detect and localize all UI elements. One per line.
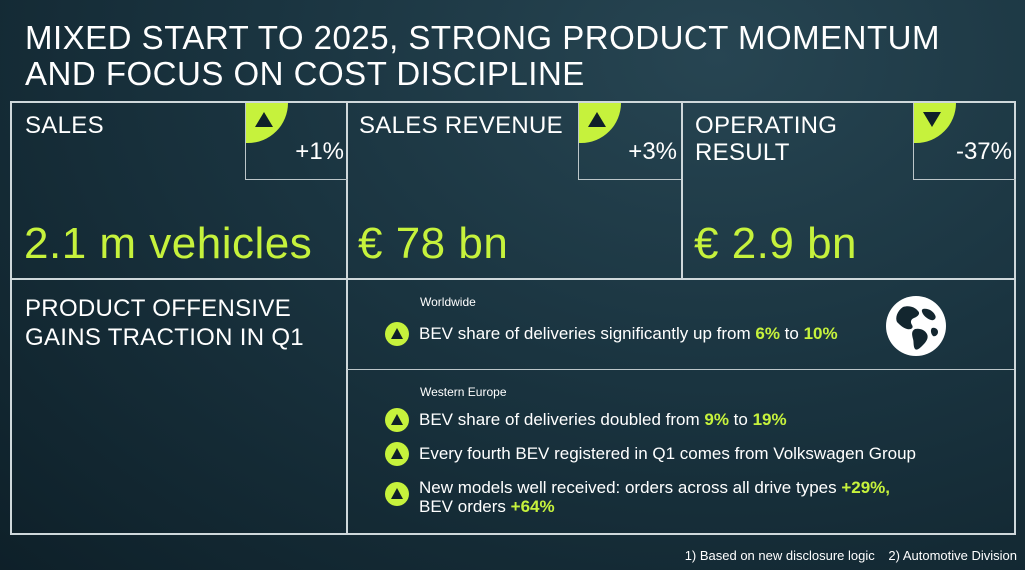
kpi-label: SALES REVENUE bbox=[359, 112, 563, 139]
kpi-divider-1 bbox=[346, 101, 348, 278]
delta-tab bbox=[579, 103, 621, 143]
kpi-label: OPERATING RESULT bbox=[695, 112, 838, 166]
bullet-we-fourth-bev: Every fourth BEV registered in Q1 comes … bbox=[385, 442, 917, 466]
region-divider bbox=[347, 369, 1014, 370]
trend-down-icon bbox=[923, 112, 941, 127]
trend-up-icon bbox=[588, 112, 606, 127]
delta-tab bbox=[246, 103, 288, 143]
footnote-2: 2) Automotive Division bbox=[888, 548, 1017, 563]
bullet-text: Every fourth BEV registered in Q1 comes … bbox=[419, 444, 917, 463]
bullet-text: BEV share of deliveries significantly up… bbox=[419, 324, 838, 343]
trend-up-icon bbox=[385, 482, 409, 506]
region-worldwide: Worldwide bbox=[420, 295, 476, 309]
footnote-1: 1) Based on new disclosure logic bbox=[684, 548, 875, 563]
delta-value: -37% bbox=[955, 138, 1012, 165]
trend-up-icon bbox=[255, 112, 273, 127]
footnotes: 1) Based on new disclosure logic 2) Auto… bbox=[675, 548, 1017, 563]
trend-up-icon bbox=[385, 442, 409, 466]
trend-up-icon bbox=[385, 408, 409, 432]
kpi-value: € 78 bn bbox=[358, 219, 509, 268]
bullet-text: BEV share of deliveries doubled from 9% … bbox=[419, 410, 787, 429]
kpi-label: SALES bbox=[25, 112, 104, 139]
delta-tab bbox=[914, 103, 956, 143]
kpi-divider-2 bbox=[681, 101, 683, 278]
bullet-worldwide-bev-share: BEV share of deliveries significantly up… bbox=[385, 322, 838, 346]
bullet-we-orders: New models well received: orders across … bbox=[385, 478, 890, 516]
delta-box: +1% bbox=[245, 103, 348, 180]
delta-box: +3% bbox=[578, 103, 681, 180]
kpi-row-divider bbox=[10, 278, 1016, 280]
bullet-text: New models well received: orders across … bbox=[419, 478, 891, 516]
page-title: MIXED START TO 2025, STRONG PRODUCT MOME… bbox=[25, 19, 940, 92]
dashboard-frame bbox=[10, 101, 1016, 535]
kpi-value: 2.1 m vehicles bbox=[24, 219, 313, 268]
globe-icon bbox=[886, 296, 946, 356]
kpi-value: € 2.9 bn bbox=[694, 219, 858, 268]
region-western-europe: Western Europe bbox=[420, 385, 507, 399]
trend-up-icon bbox=[385, 322, 409, 346]
delta-value: +3% bbox=[628, 138, 677, 165]
offensive-title: PRODUCT OFFENSIVE GAINS TRACTION IN Q1 bbox=[25, 295, 304, 351]
offensive-divider bbox=[346, 278, 348, 535]
delta-box: -37% bbox=[913, 103, 1016, 180]
delta-value: +1% bbox=[295, 138, 344, 165]
bullet-we-bev-share: BEV share of deliveries doubled from 9% … bbox=[385, 408, 787, 432]
